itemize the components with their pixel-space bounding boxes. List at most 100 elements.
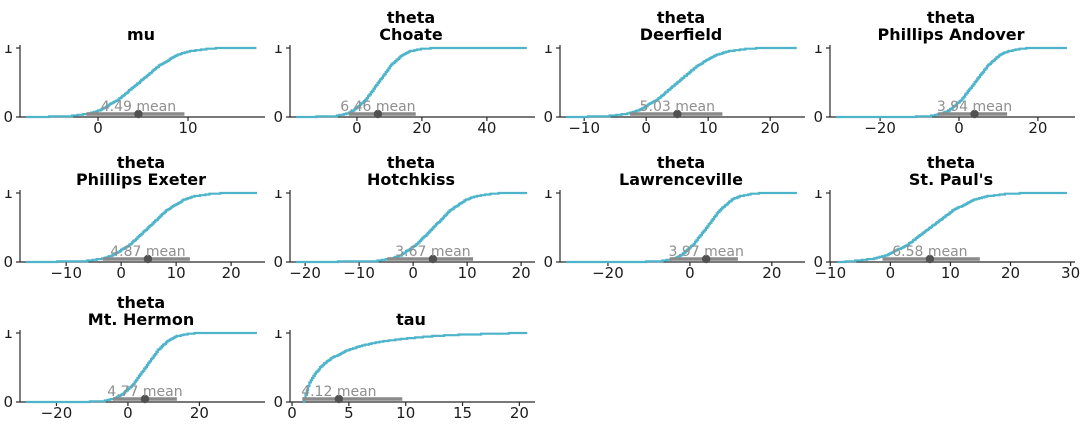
x-tick-label: 15 xyxy=(453,404,472,422)
mean-label: 3.94 mean xyxy=(937,99,1012,115)
ecdf-curve xyxy=(837,191,1067,264)
y-tick-label: 0 xyxy=(273,393,283,411)
subplot-tau: tau 0 1 0 5 10 15 20 4.12 mean xyxy=(270,290,540,430)
y-tick-label: 1 xyxy=(543,190,553,202)
x-tick-label: 30 xyxy=(1061,264,1080,282)
subplot-mu: mu 0 1 0 10 4.49 mean xyxy=(0,0,270,145)
x-tick-label: 20 xyxy=(412,119,431,137)
y-tick-label: 1 xyxy=(3,330,13,342)
subplot-canvas: 010 5 10 15 204.12 mean xyxy=(273,330,535,422)
y-tick-label: 0 xyxy=(3,393,13,411)
x-tick-label: 0 xyxy=(641,119,651,137)
mean-label: 4.87 mean xyxy=(110,244,185,260)
x-tick-label: 20 xyxy=(222,264,241,282)
subplot-theta-phillips-andover: theta Phillips Andover 0 1 −20 0 20 3.94 mean xyxy=(810,0,1080,145)
ecdf-curve xyxy=(835,46,1068,119)
y-tick-label: 1 xyxy=(273,330,283,342)
subplot-theta-choate: theta Choate 0 1 0 20 40 6.46 mean xyxy=(270,0,540,145)
mean-label: 4.49 mean xyxy=(101,99,176,115)
mean-point xyxy=(134,109,143,119)
mean-label: 3.67 mean xyxy=(395,244,470,260)
subplot-canvas: 0 1 −20 0 20 3.97 mean xyxy=(543,190,805,282)
mean-point xyxy=(334,394,344,404)
y-tick-label: 0 xyxy=(3,253,13,271)
subplot-canvas: 0 1 −20 0 20 3.94 mean xyxy=(813,45,1075,137)
x-tick-label: 40 xyxy=(477,119,496,137)
ecdf-curve xyxy=(295,191,528,264)
subplot-theta-hotchkiss: theta Hotchkiss 0 1 −20 −10 0 10 20 3.67 mean xyxy=(270,145,540,290)
x-tick-label: 0 xyxy=(116,264,126,282)
subplot-title: mu xyxy=(126,25,156,44)
x-tick-label: 10 xyxy=(941,264,960,282)
y-tick-label: 1 xyxy=(813,45,823,57)
x-tick-label: 0 xyxy=(352,119,362,137)
x-tick-label: −20 xyxy=(864,119,896,137)
y-tick-label: 0 xyxy=(273,253,283,271)
x-tick-label: −20 xyxy=(592,264,624,282)
subplot-theta-phillips-exeter: theta Phillips Exeter 0 1 −10 0 10 20 4.87 mea… xyxy=(0,145,270,290)
mean-label: 3.97 mean xyxy=(669,244,744,260)
subplot-title: theta St. Paul's xyxy=(908,153,994,189)
mean-point xyxy=(925,254,935,264)
y-tick-label: 0 xyxy=(813,253,823,271)
ecdf-curve xyxy=(26,191,257,264)
x-tick-label: 10 xyxy=(396,404,415,422)
y-tick-label: 0 xyxy=(543,253,553,271)
ecdf-curve xyxy=(26,46,257,119)
subplot-theta-st-pauls: theta St. Paul's 0 1 −10 0 10 20 30 6.58 mean xyxy=(810,145,1080,290)
x-tick-label: 20 xyxy=(1028,119,1047,137)
x-tick-label: 0 xyxy=(287,404,297,422)
subplot-canvas: 010 104.49 mean xyxy=(3,45,265,137)
y-tick-label: 1 xyxy=(273,190,283,202)
x-tick-label: −10 xyxy=(343,264,375,282)
x-tick-label: 20 xyxy=(510,404,529,422)
x-tick-label: −10 xyxy=(50,264,82,282)
ecdf-curve xyxy=(302,331,528,404)
subplot-canvas: 01−10 0 10 20 306.58 mean xyxy=(813,190,1080,282)
x-tick-label: 20 xyxy=(1001,264,1020,282)
x-tick-label: 20 xyxy=(761,119,780,137)
subplot-title: theta Mt. Hermon xyxy=(87,293,195,329)
x-tick-label: −20 xyxy=(41,404,73,422)
subplot-canvas: 0 1 −20 −10 0 10 20 3.67 mean xyxy=(273,190,535,282)
subplot-canvas: 010 20 406.46 mean xyxy=(273,45,535,137)
x-tick-label: 0 xyxy=(123,404,133,422)
x-tick-label: 0 xyxy=(886,264,896,282)
mean-label: 6.58 mean xyxy=(892,244,967,260)
x-tick-label: 20 xyxy=(190,404,209,422)
x-tick-label: 20 xyxy=(512,264,531,282)
ecdf-curve xyxy=(566,46,797,119)
mean-label: 5.03 mean xyxy=(640,99,715,115)
subplot-theta-lawrenceville: theta Lawrenceville 0 1 −20 0 20 3.97 mean xyxy=(540,145,810,290)
x-tick-label: 10 xyxy=(699,119,718,137)
x-tick-label: 20 xyxy=(762,264,781,282)
ecdf-curve xyxy=(296,46,527,119)
subplot-title: theta Phillips Exeter xyxy=(75,153,207,189)
mean-point xyxy=(701,254,711,264)
subplot-title: theta Deerfield xyxy=(639,8,723,44)
ecdf-curve xyxy=(566,191,797,264)
mean-label: 4.12 mean xyxy=(301,384,376,400)
x-tick-label: 0 xyxy=(954,119,964,137)
subplot-canvas: 0 1 −10 0 10 20 4.87 mean xyxy=(3,190,265,282)
mean-point xyxy=(140,394,150,404)
subplot-title: theta Hotchkiss xyxy=(366,153,456,189)
subplot-theta-mt-hermon: theta Mt. Hermon 0 1 −20 0 20 4.77 mean xyxy=(0,290,270,430)
subplot-canvas: 0 1 −10 0 10 20 5.03 mean xyxy=(543,45,805,137)
mean-label: 4.77 mean xyxy=(107,384,182,400)
subplot-canvas: 0 1 −20 0 20 4.77 mean xyxy=(3,330,265,422)
x-tick-label: 0 xyxy=(685,264,695,282)
mean-point xyxy=(673,109,682,119)
mean-point xyxy=(373,109,383,119)
x-tick-label: −10 xyxy=(568,119,600,137)
mean-label: 6.46 mean xyxy=(340,99,415,115)
mean-point xyxy=(143,254,153,264)
subplot-title: theta Choate xyxy=(379,8,443,44)
y-tick-label: 0 xyxy=(3,108,13,126)
x-tick-label: 10 xyxy=(458,264,477,282)
y-tick-label: 1 xyxy=(3,45,13,57)
x-tick-label: −10 xyxy=(814,264,846,282)
x-tick-label: 0 xyxy=(93,119,103,137)
subplot-title: tau xyxy=(396,310,426,329)
y-tick-label: 1 xyxy=(273,45,283,57)
